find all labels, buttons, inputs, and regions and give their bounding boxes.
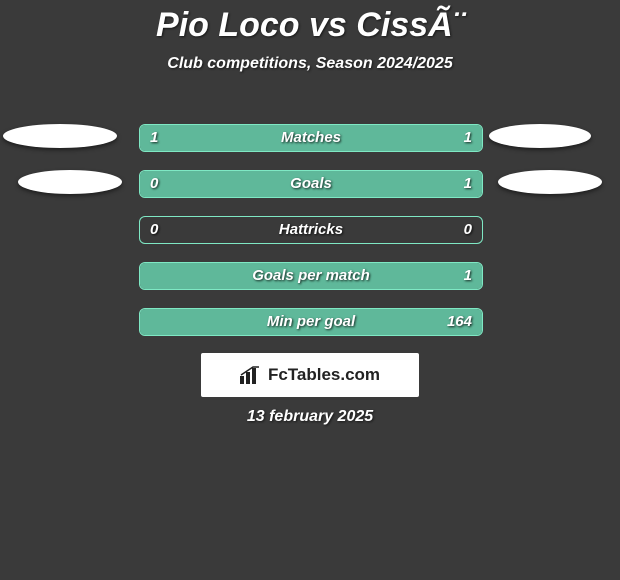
stat-value-right: 1 — [464, 171, 472, 197]
stat-value-left: 0 — [150, 217, 158, 243]
stat-value-right: 1 — [464, 263, 472, 289]
player-left-marker — [18, 170, 122, 194]
stat-row: Goals0 1 — [0, 170, 620, 196]
stat-label: Matches — [140, 125, 482, 151]
page-subtitle: Club competitions, Season 2024/2025 — [0, 55, 620, 73]
stat-bar-track: Goals per match1 — [139, 262, 483, 290]
stat-row: Hattricks0 0 — [0, 216, 620, 242]
stat-value-right: 1 — [464, 125, 472, 151]
stat-row: Min per goal164 — [0, 308, 620, 334]
stat-value-right: 164 — [447, 309, 472, 335]
player-right-marker — [498, 170, 602, 194]
source-logo-text: FcTables.com — [268, 365, 380, 385]
player-left-marker — [3, 124, 117, 148]
player-right-marker — [489, 124, 591, 148]
stat-bar-track: Goals0 1 — [139, 170, 483, 198]
snapshot-date: 13 february 2025 — [0, 408, 620, 426]
stat-value-left: 1 — [150, 125, 158, 151]
stat-row: Matches1 1 — [0, 124, 620, 150]
bar-chart-icon — [240, 366, 262, 384]
stat-bar-track: Hattricks0 0 — [139, 216, 483, 244]
page-title: Pio Loco vs CissÃ¨ — [0, 0, 620, 45]
stat-value-left: 0 — [150, 171, 158, 197]
stats-comparison-card: Pio Loco vs CissÃ¨ Club competitions, Se… — [0, 0, 620, 580]
stat-value-right: 0 — [464, 217, 472, 243]
source-logo-box: FcTables.com — [201, 353, 419, 397]
stat-label: Hattricks — [140, 217, 482, 243]
stat-bar-track: Matches1 1 — [139, 124, 483, 152]
stat-row: Goals per match1 — [0, 262, 620, 288]
source-logo: FcTables.com — [240, 365, 380, 385]
stat-label: Goals per match — [140, 263, 482, 289]
stat-bar-track: Min per goal164 — [139, 308, 483, 336]
stat-label: Min per goal — [140, 309, 482, 335]
stat-label: Goals — [140, 171, 482, 197]
